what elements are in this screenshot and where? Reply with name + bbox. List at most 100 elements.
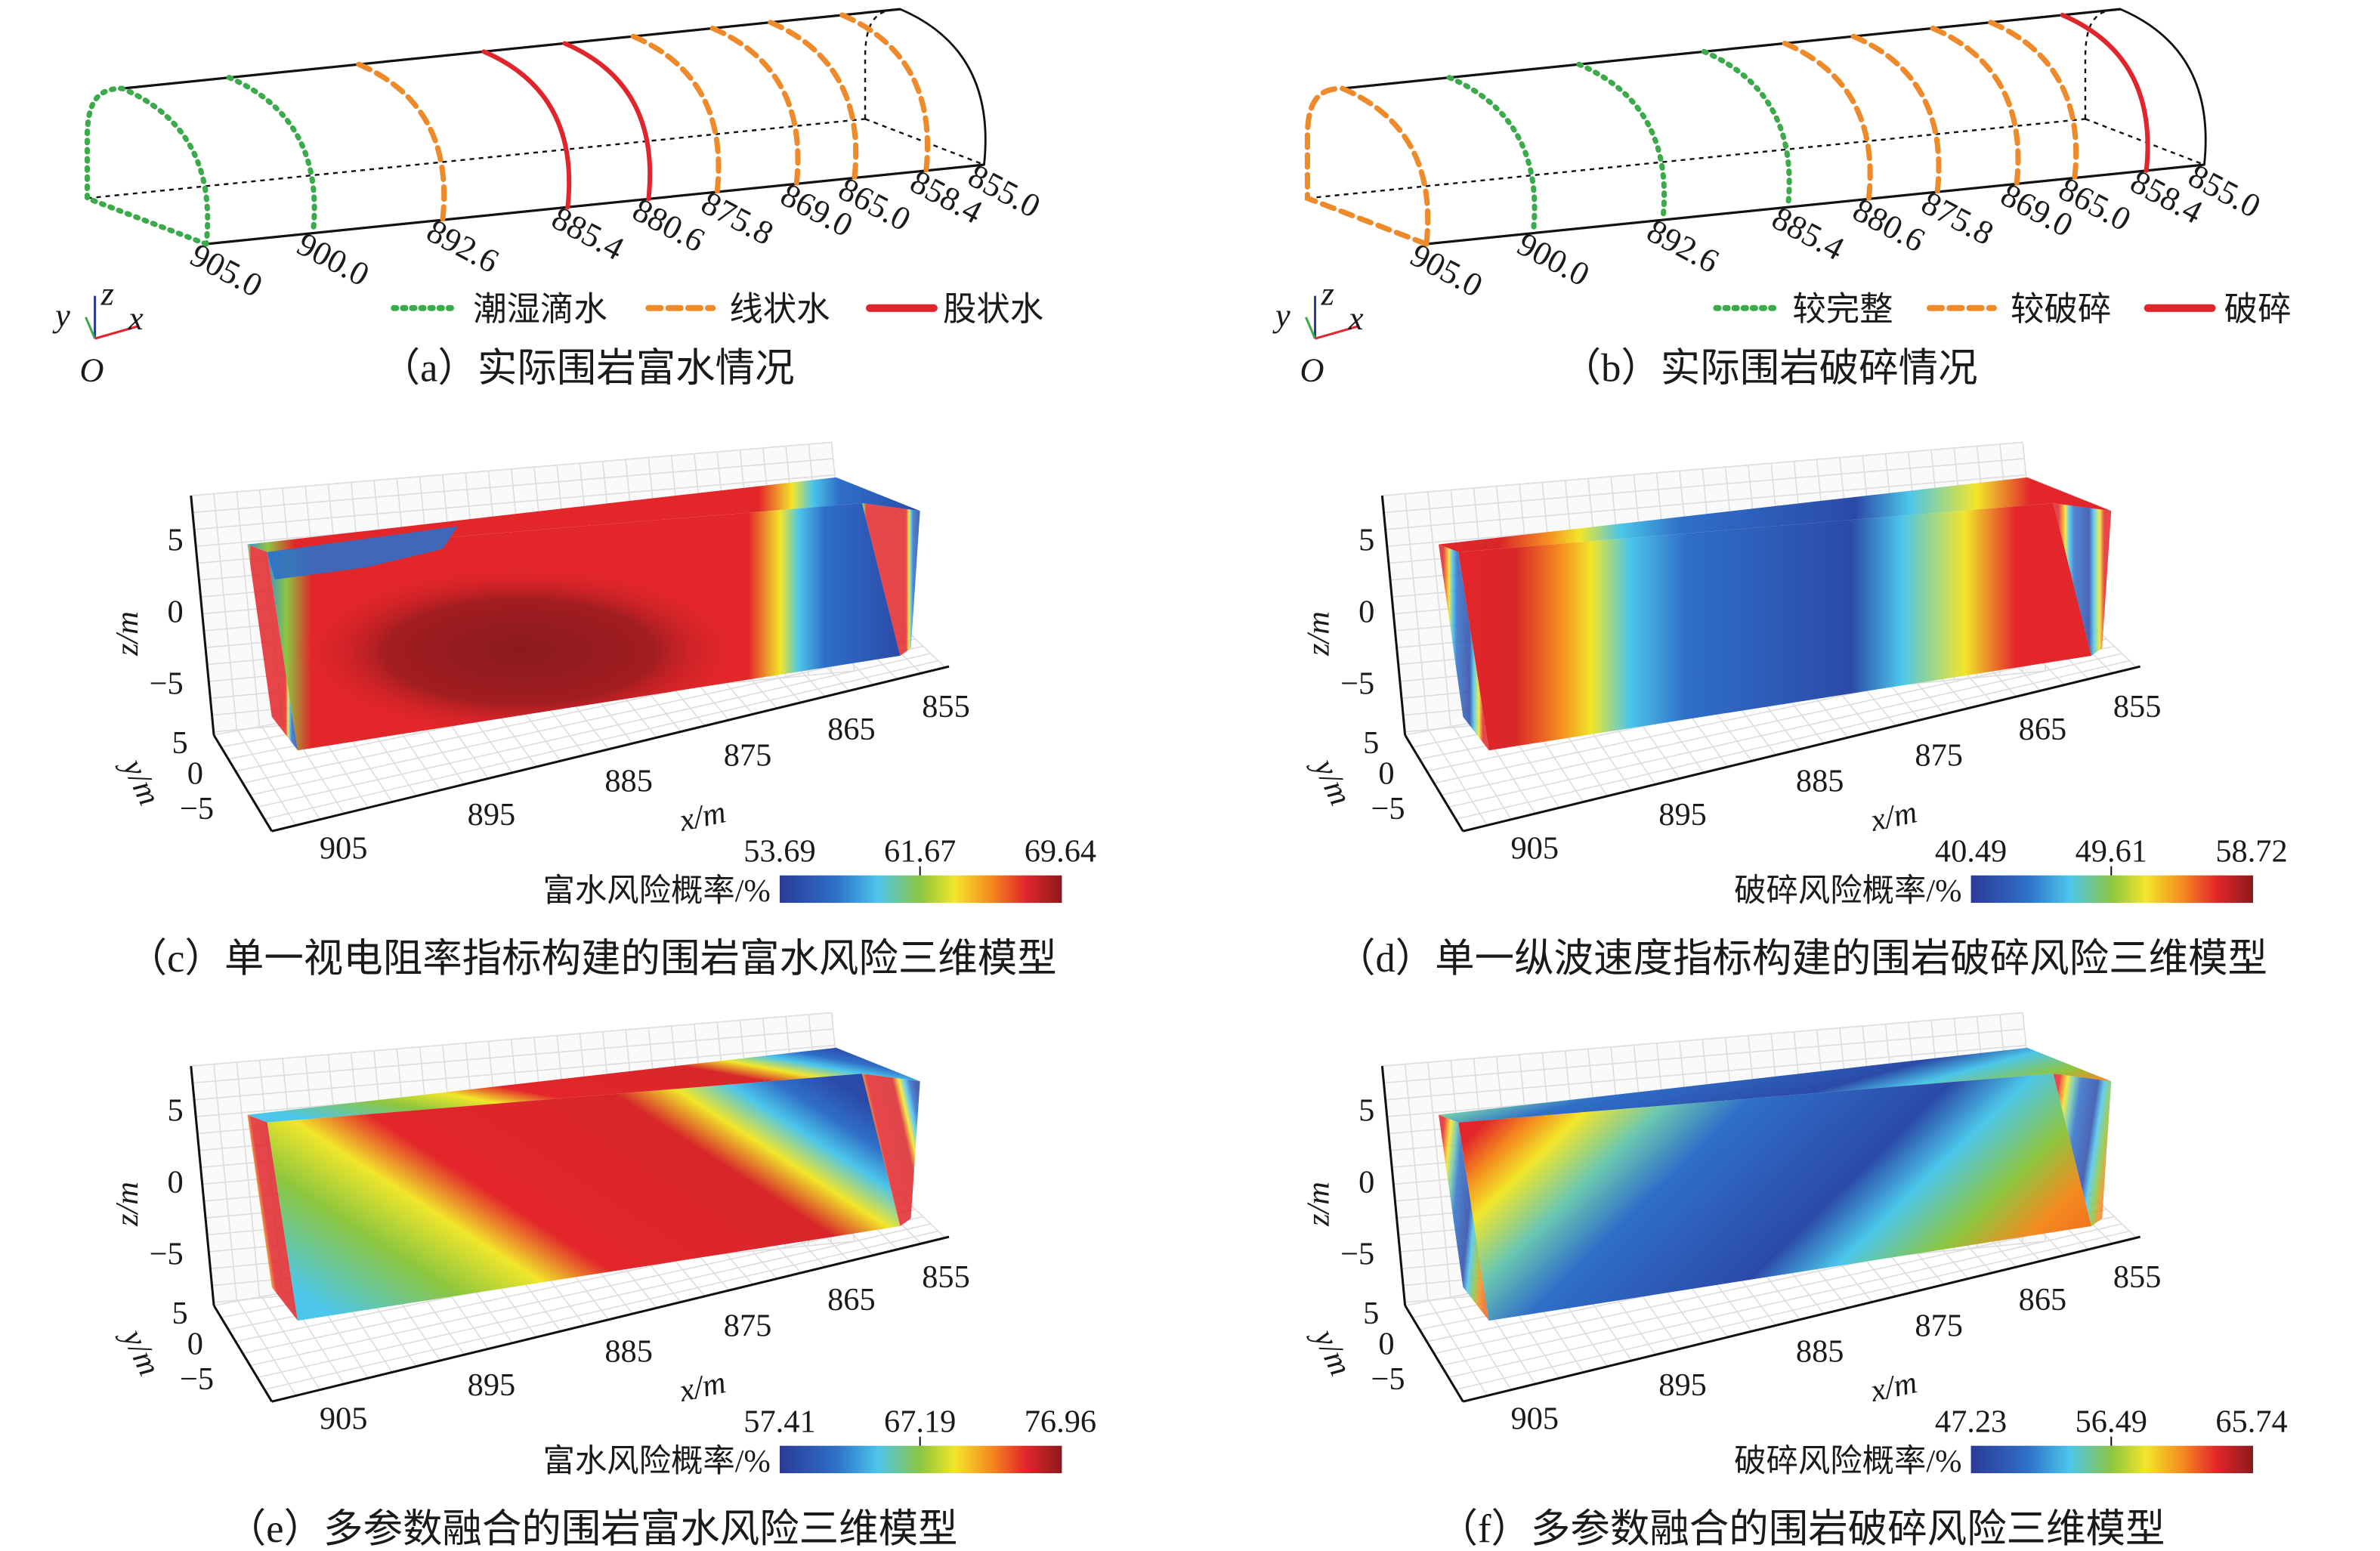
model-left-face <box>1439 1114 1489 1321</box>
x-tick-label: 855 <box>2113 689 2162 725</box>
colorbar-tick-label: 49.61 <box>2076 834 2147 870</box>
y-axis-arrow-icon <box>85 317 96 339</box>
ring-label: 892.6 <box>1641 212 1726 280</box>
z-axis <box>1380 495 1407 736</box>
colorbar <box>1970 875 2254 904</box>
x-tick-label: 885 <box>1796 764 1844 799</box>
y-axis-arrow-icon <box>1305 317 1316 339</box>
z-tick-label: 0 <box>167 1165 183 1200</box>
x-axis-title: x/m <box>675 794 729 839</box>
x-tick-label: 885 <box>604 1334 653 1370</box>
colorbar <box>1970 1445 2254 1474</box>
y-axis <box>212 1305 274 1402</box>
ring-line <box>709 25 801 187</box>
colorbar-tick-label: 53.69 <box>743 834 815 870</box>
x-tick-label: 875 <box>1915 737 1963 773</box>
ring-line <box>630 33 722 195</box>
y-axis <box>1404 1305 1464 1402</box>
ring-label: 900.0 <box>1511 224 1596 293</box>
colorbar-tick-label: 67.19 <box>884 1404 956 1440</box>
ring-line-strong <box>2060 12 2150 173</box>
z-tick-label: −5 <box>150 666 184 702</box>
z-tick-label: 5 <box>1358 523 1374 558</box>
hidden-floor-line <box>87 118 866 199</box>
z-tick-label: 0 <box>167 595 183 630</box>
risk-model-panel-f: 50−550−5905895885875865855z/my/mx/m47.23… <box>1301 1012 2288 1551</box>
legend-label: 较破碎 <box>2011 290 2111 328</box>
y-axis-label: y <box>1272 296 1290 334</box>
y-tick-label: −5 <box>1371 1361 1405 1397</box>
y-axis-title: y/m <box>1306 751 1358 811</box>
x-axis-arrow-icon <box>94 325 138 340</box>
model-top-face <box>247 1047 920 1123</box>
ring-line <box>1782 40 1873 202</box>
colorbar-tick-label: 65.74 <box>2215 1404 2287 1440</box>
legend-label: 破碎 <box>2224 290 2292 328</box>
x-axis-arrow-icon <box>1315 325 1358 340</box>
model-right-face <box>861 1074 920 1227</box>
model-left-face <box>247 544 298 751</box>
x-axis-label: x <box>1348 299 1364 337</box>
colorbar-title: 破碎风险概率/% <box>1734 1444 1961 1479</box>
colorbar-title: 富水风险概率/% <box>543 1444 771 1479</box>
x-tick-label: 885 <box>604 764 653 799</box>
x-tick-label: 895 <box>468 797 516 833</box>
colorbar-tick-label: 76.96 <box>1025 1404 1096 1440</box>
ring-line <box>1850 33 1942 195</box>
y-axis-title: y/m <box>114 1321 167 1381</box>
z-tick-label: 5 <box>167 523 183 558</box>
z-tick-label: 5 <box>1358 1093 1374 1129</box>
ring-wet <box>1446 75 1538 236</box>
x-axis-title: x/m <box>1867 794 1921 839</box>
ring-label: 892.6 <box>421 212 505 280</box>
legend-label: 潮湿滴水 <box>473 290 607 328</box>
legend-label: 线状水 <box>729 290 830 328</box>
y-tick-label: −5 <box>180 791 214 826</box>
ring-label: 875.8 <box>1915 184 2000 252</box>
y-tick-label: 5 <box>172 1296 188 1331</box>
ring-line <box>839 12 931 174</box>
risk-model-panel-c: 50−550−5905895885875865855z/my/mx/m53.69… <box>110 441 1096 981</box>
x-tick-label: 895 <box>1658 1367 1707 1403</box>
y-tick-label: 0 <box>187 1327 203 1362</box>
x-tick-label: 875 <box>1915 1308 1963 1343</box>
x-tick-label: 885 <box>1796 1334 1844 1370</box>
panel-caption: （f）多参数融合的围岩破碎风险三维模型 <box>1439 1507 2165 1551</box>
y-axis-title: y/m <box>114 751 167 811</box>
x-tick-label: 865 <box>827 1282 876 1318</box>
tunnel-end-floor <box>864 118 984 166</box>
origin-label: O <box>79 351 104 389</box>
risk-model-panel-e: 50−550−5905895885875865855z/my/mx/m57.41… <box>110 1012 1096 1551</box>
panel-caption: （e）多参数融合的围岩富水风险三维模型 <box>227 1507 958 1551</box>
model-front-face <box>1458 503 2092 751</box>
colorbar <box>779 1445 1062 1474</box>
x-tick-label: 875 <box>724 1308 772 1343</box>
y-tick-label: 5 <box>1363 1296 1379 1331</box>
risk-model-panel-d: 50−550−5905895885875865855z/my/mx/m40.49… <box>1301 441 2288 981</box>
y-axis <box>212 734 274 832</box>
panel-caption: （b）实际围岩破碎情况 <box>1562 347 1978 391</box>
x-tick-label: 865 <box>827 712 876 747</box>
z-axis-title: z/m <box>110 611 145 657</box>
z-axis-label: z <box>1321 275 1334 313</box>
tunnel-panel-b: 905.0 900.0 892.6 885.4880.6875.8869.0865.0… <box>1272 8 2292 391</box>
ring-line <box>768 20 859 181</box>
colorbar <box>779 875 1062 904</box>
y-axis-label: y <box>52 296 70 334</box>
ring-line <box>1988 20 2079 181</box>
ring-label: 885.4 <box>1766 199 1850 267</box>
z-tick-label: −5 <box>150 1236 184 1271</box>
y-tick-label: 5 <box>172 725 188 761</box>
model-left-face <box>247 1114 298 1321</box>
colorbar-title: 破碎风险概率/% <box>1734 873 1961 909</box>
x-tick-label: 905 <box>320 831 368 867</box>
y-tick-label: 0 <box>1378 1327 1394 1362</box>
hidden-floor-line <box>1307 118 2086 199</box>
z-axis <box>190 495 215 736</box>
z-axis-title: z/m <box>1301 611 1337 657</box>
model-top-face <box>1439 1047 2112 1123</box>
ring-label: 880.6 <box>1847 190 1931 259</box>
ring-label: 905.0 <box>1405 236 1489 304</box>
colorbar-tick-label: 69.64 <box>1025 834 1096 870</box>
